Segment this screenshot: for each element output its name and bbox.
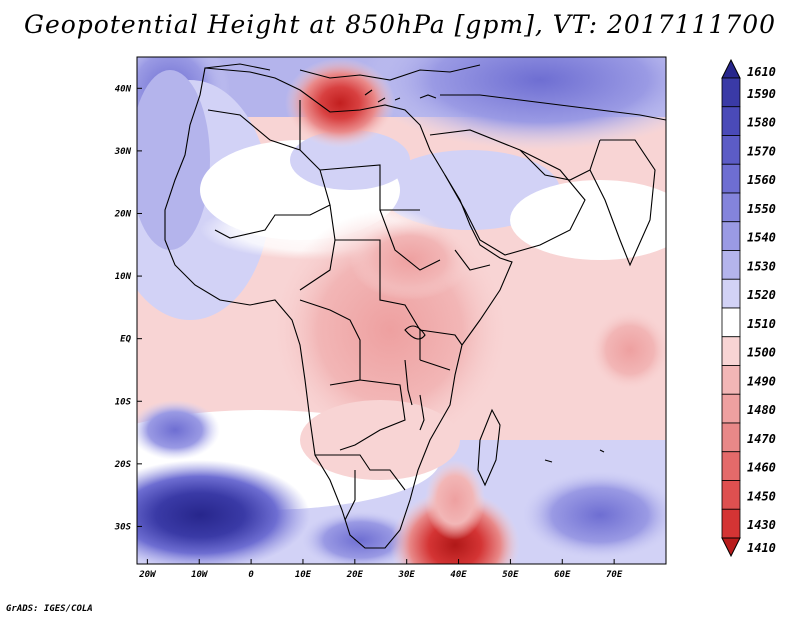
colorbar: 1610 1590 1580 1570 1560 1550 1540 1530 1520 1510… xyxy=(721,58,776,558)
lon-tick-label: 10W xyxy=(191,570,209,580)
colorbar-label: 1500 xyxy=(747,346,776,360)
colorbar-swatch xyxy=(721,135,741,165)
longitude-axis: 20W 10W 0 10E 20E 30E 40E 50E 60E 70E xyxy=(138,559,623,580)
coastlines xyxy=(164,63,666,549)
colorbar-swatch xyxy=(721,163,741,194)
colorbar-label: 1410 xyxy=(747,541,776,555)
colorbar-label: 1480 xyxy=(747,403,776,417)
lon-tick-label: 50E xyxy=(502,570,519,580)
colorbar-swatch xyxy=(721,393,741,424)
colorbar-label: 1460 xyxy=(747,461,776,475)
colorbar-swatch xyxy=(721,307,741,338)
colorbar-label: 1550 xyxy=(747,202,776,216)
colorbar-label: 1490 xyxy=(747,374,776,388)
colorbar-swatch xyxy=(721,106,741,136)
low-north-center xyxy=(285,58,395,148)
lat-tick-label: 10N xyxy=(115,272,132,282)
credit-text: GrADS: IGES/COLA xyxy=(6,604,93,614)
colorbar-label: 1470 xyxy=(747,432,776,446)
colorbar-top-arrow xyxy=(721,58,741,79)
lon-tick-label: 0 xyxy=(248,570,254,580)
plot-frame xyxy=(136,56,667,565)
colorbar-swatch xyxy=(721,480,741,510)
colorbar-label: 1520 xyxy=(747,288,776,302)
colorbar-label: 1530 xyxy=(747,259,776,273)
lon-tick-label: 20E xyxy=(346,570,364,580)
colorbar-label: 1610 xyxy=(747,65,776,79)
lat-tick-label: EQ xyxy=(120,335,131,345)
latitude-axis: 40N 30N 20N 10N EQ 10S 20S 30S xyxy=(114,84,142,532)
colorbar-swatch xyxy=(721,336,741,366)
colorbar-swatch xyxy=(721,192,741,223)
lon-tick-label: 70E xyxy=(606,570,623,580)
colorbar-bottom-arrow xyxy=(721,537,741,558)
colorbar-swatch xyxy=(721,508,741,539)
lat-tick-label: 20N xyxy=(114,209,132,219)
colorbar-label: 1570 xyxy=(747,144,776,158)
colorbar-label: 1540 xyxy=(747,231,776,245)
lon-tick-label: 30E xyxy=(398,570,416,580)
lon-tick-label: 10E xyxy=(295,570,312,580)
colorbar-label: 1430 xyxy=(747,518,776,532)
colorbar-swatch xyxy=(721,365,741,395)
colorbar-label: 1450 xyxy=(747,489,776,503)
lat-tick-label: 40N xyxy=(115,84,132,94)
lat-tick-label: 20S xyxy=(114,460,132,470)
colorbar-label: 1590 xyxy=(747,87,776,101)
lon-tick-label: 20W xyxy=(138,570,157,580)
lat-tick-label: 30N xyxy=(114,147,132,157)
colorbar-swatch xyxy=(721,278,741,309)
chart-title: Geopotential Height at 850hPa [gpm], VT:… xyxy=(23,10,777,39)
colorbar-swatch xyxy=(721,221,741,251)
lat-tick-label: 10S xyxy=(115,397,132,407)
colorbar-swatch xyxy=(721,422,741,453)
lat-tick-label: 30S xyxy=(114,522,132,532)
lon-tick-label: 60E xyxy=(554,570,571,580)
colorbar-swatch xyxy=(721,250,741,280)
colorbar-label: 1510 xyxy=(747,317,776,331)
colorbar-label: 1580 xyxy=(747,116,776,130)
colorbar-swatch xyxy=(721,451,741,481)
lon-tick-label: 40E xyxy=(450,570,467,580)
colorbar-label: 1560 xyxy=(747,173,776,187)
colorbar-swatch xyxy=(721,77,741,108)
